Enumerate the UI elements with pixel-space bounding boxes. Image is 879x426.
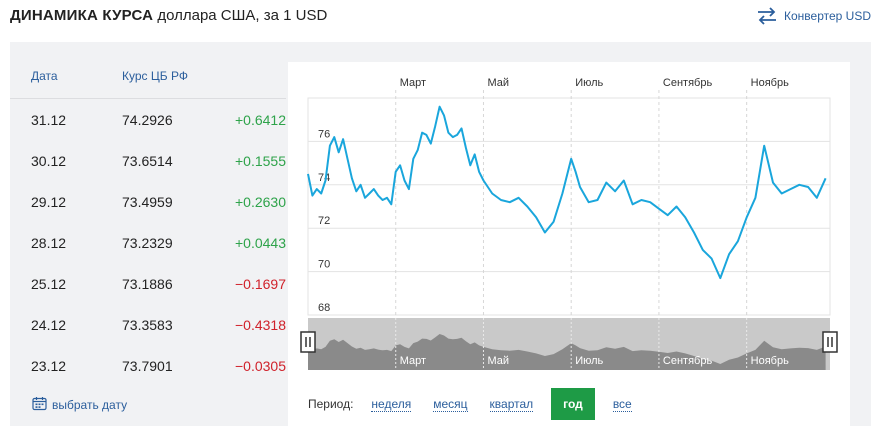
table-row: 30.12 73.6514 +0.1555 bbox=[10, 140, 286, 181]
plot-area bbox=[307, 97, 831, 316]
row-change: +0.2630 bbox=[235, 194, 286, 210]
pick-date-label: выбрать дату bbox=[52, 398, 128, 412]
period-option-2[interactable]: квартал bbox=[489, 396, 534, 412]
rates-panel: Дата Курс ЦБ РФ 31.12 74.2926 +0.6412 30.12… bbox=[10, 42, 871, 426]
chart-container: 68 70 72 74 76 Март Май Июль Сентябрь Ноябрь Март М… bbox=[288, 62, 850, 426]
period-option-4[interactable]: все bbox=[612, 396, 632, 412]
row-date: 23.12 bbox=[31, 358, 67, 374]
row-rate: 73.3583 bbox=[122, 317, 173, 333]
handle-box bbox=[822, 331, 838, 353]
row-date: 25.12 bbox=[31, 276, 67, 292]
row-change: −0.0305 bbox=[235, 358, 286, 374]
row-rate: 73.4959 bbox=[122, 194, 173, 210]
month-label: Сентябрь bbox=[663, 77, 713, 89]
table-row: 28.12 73.2329 +0.0443 bbox=[10, 222, 286, 263]
table-row: 23.12 73.7901 −0.0305 bbox=[10, 345, 286, 386]
row-rate: 74.2926 bbox=[122, 112, 173, 128]
month-label: Май bbox=[487, 77, 509, 89]
table-row: 31.12 74.2926 +0.6412 bbox=[10, 99, 286, 140]
y-tick-label: 72 bbox=[318, 215, 330, 227]
month-label: Июль bbox=[575, 77, 603, 89]
row-rate: 73.1886 bbox=[122, 276, 173, 292]
pick-date-link[interactable]: выбрать дату bbox=[32, 396, 127, 414]
row-date: 29.12 bbox=[31, 194, 67, 210]
period-option-3[interactable]: год bbox=[551, 388, 595, 420]
month-label: Март bbox=[400, 77, 426, 89]
column-date-header: Дата bbox=[31, 69, 58, 83]
row-rate: 73.6514 bbox=[122, 153, 173, 169]
row-rate: 73.7901 bbox=[122, 358, 173, 374]
row-date: 24.12 bbox=[31, 317, 67, 333]
month-label: Ноябрь bbox=[751, 77, 789, 89]
row-rate: 73.2329 bbox=[122, 235, 173, 251]
row-date: 31.12 bbox=[31, 112, 67, 128]
navigator-month-label: Ноябрь bbox=[751, 355, 789, 367]
table-body: 31.12 74.2926 +0.6412 30.12 73.6514 +0.1555 29… bbox=[10, 99, 286, 386]
rate-series-line bbox=[307, 105, 827, 280]
row-change: −0.1697 bbox=[235, 276, 286, 292]
row-change: +0.0443 bbox=[235, 235, 286, 251]
navigator-month-label: Май bbox=[487, 355, 509, 367]
navigator-month-label: Сентябрь bbox=[663, 355, 713, 367]
converter-link[interactable]: Конвертер USD bbox=[756, 6, 871, 26]
y-tick-label: 68 bbox=[318, 302, 330, 314]
title-bold: ДИНАМИКА КУРСА bbox=[10, 7, 154, 24]
rates-table: Дата Курс ЦБ РФ 31.12 74.2926 +0.6412 30.12… bbox=[10, 42, 286, 412]
converter-label: Конвертер USD bbox=[784, 9, 871, 23]
table-header: Дата Курс ЦБ РФ bbox=[10, 42, 286, 99]
row-date: 28.12 bbox=[31, 235, 67, 251]
title-subtitle: доллара США, за 1 USD bbox=[157, 7, 328, 24]
column-rate-header: Курс ЦБ РФ bbox=[122, 69, 188, 83]
calendar-icon bbox=[32, 396, 47, 414]
navigator-month-label: Март bbox=[400, 355, 426, 367]
exchange-arrows-icon bbox=[756, 6, 778, 26]
row-change: −0.4318 bbox=[235, 317, 286, 333]
table-row: 25.12 73.1886 −0.1697 bbox=[10, 263, 286, 304]
navigator-handle-left[interactable] bbox=[300, 331, 316, 353]
row-date: 30.12 bbox=[31, 153, 67, 169]
y-tick-label: 70 bbox=[318, 259, 330, 271]
handle-box bbox=[300, 331, 316, 353]
navigator-handle-right[interactable] bbox=[822, 331, 838, 353]
row-change: +0.6412 bbox=[235, 112, 286, 128]
row-change: +0.1555 bbox=[235, 153, 286, 169]
navigator-month-label: Июль bbox=[575, 355, 603, 367]
period-selector: Период: неделя месяц квартал год все bbox=[308, 388, 646, 420]
period-option-1[interactable]: месяц bbox=[433, 396, 468, 412]
table-row: 24.12 73.3583 −0.4318 bbox=[10, 304, 286, 345]
y-tick-label: 76 bbox=[318, 128, 330, 140]
period-option-0[interactable]: неделя bbox=[371, 396, 412, 412]
table-row: 29.12 73.4959 +0.2630 bbox=[10, 181, 286, 222]
navigator-area bbox=[308, 334, 826, 370]
page-title: ДИНАМИКА КУРСА доллара США, за 1 USD bbox=[10, 7, 327, 24]
period-label: Период: bbox=[308, 397, 354, 411]
